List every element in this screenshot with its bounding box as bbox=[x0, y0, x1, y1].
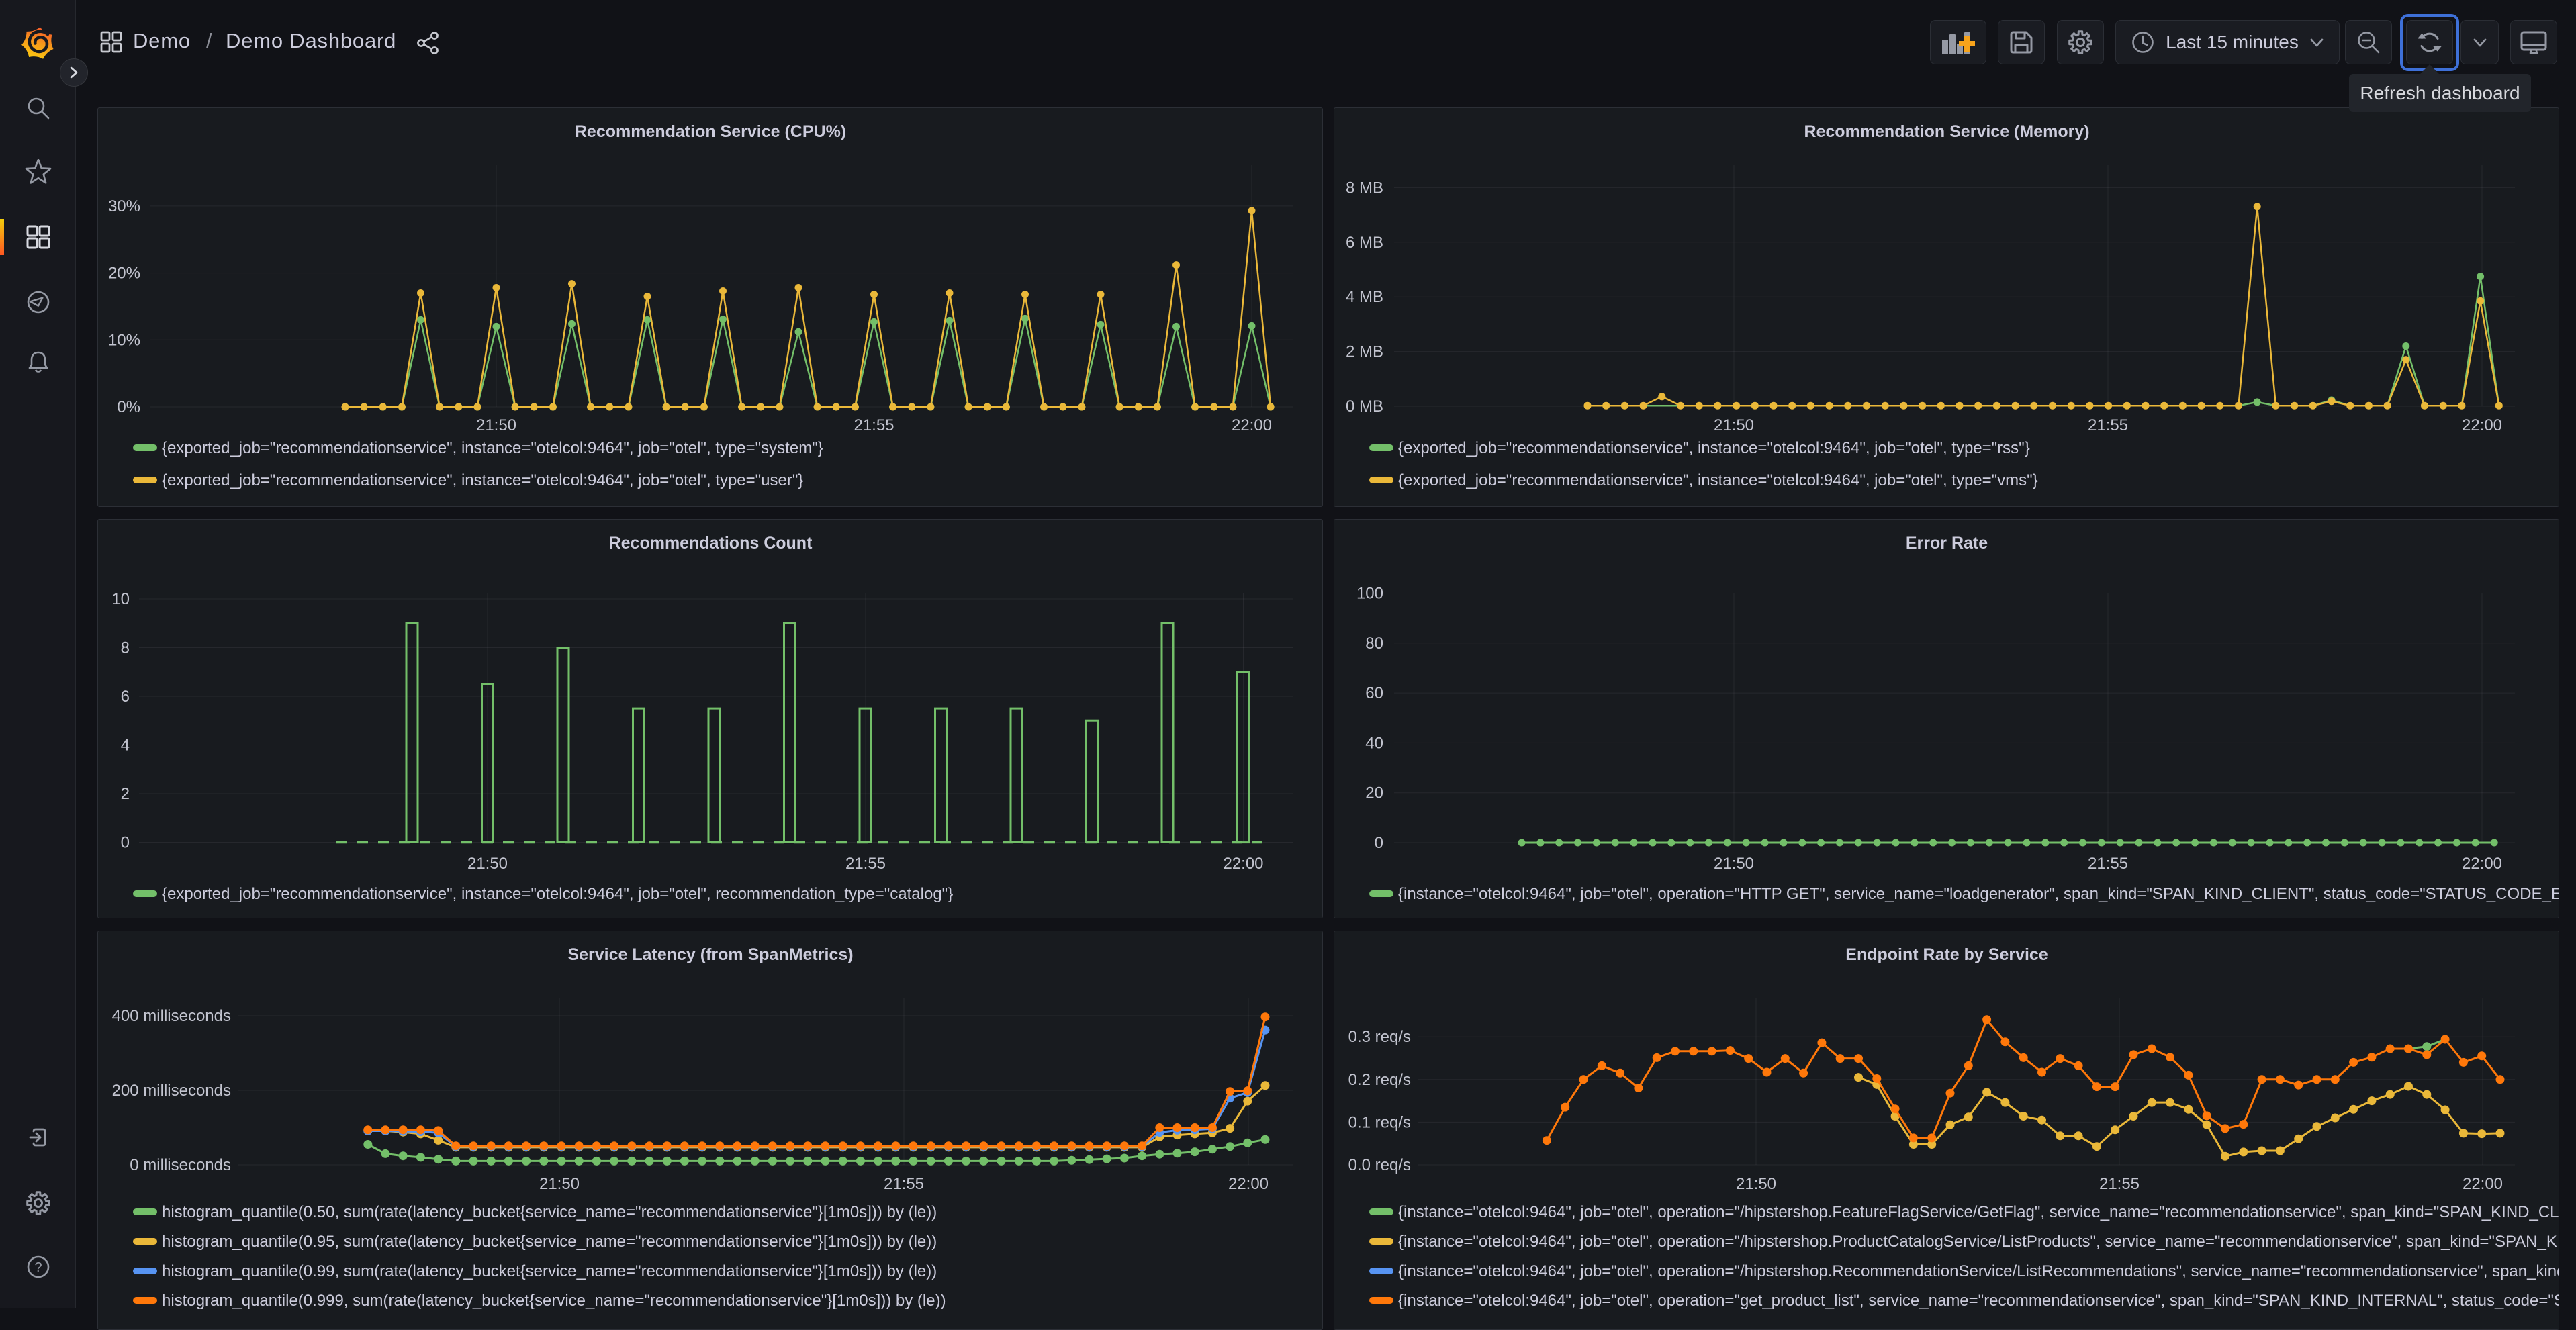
svg-text:histogram_quantile(0.95, sum(r: histogram_quantile(0.95, sum(rate(latenc… bbox=[162, 1233, 937, 1251]
svg-text:histogram_quantile(0.999, sum(: histogram_quantile(0.999, sum(rate(laten… bbox=[162, 1292, 946, 1310]
svg-text:22:00: 22:00 bbox=[1232, 416, 1272, 434]
svg-text:Error Rate: Error Rate bbox=[1906, 534, 1988, 553]
svg-text:21:50: 21:50 bbox=[476, 416, 516, 434]
svg-text:21:55: 21:55 bbox=[884, 1175, 924, 1193]
svg-text:{instance="otelcol:9464", job=: {instance="otelcol:9464", job="otel", op… bbox=[1398, 1292, 2559, 1310]
svg-text:21:55: 21:55 bbox=[2088, 416, 2128, 434]
svg-text:10%: 10% bbox=[108, 331, 140, 349]
svg-text:0.2 req/s: 0.2 req/s bbox=[1348, 1071, 1411, 1089]
svg-text:?: ? bbox=[34, 1260, 42, 1275]
svg-text:21:55: 21:55 bbox=[2099, 1175, 2140, 1193]
svg-text:4: 4 bbox=[121, 737, 130, 755]
svg-text:21:55: 21:55 bbox=[845, 855, 886, 873]
svg-text:Recommendations Count: Recommendations Count bbox=[609, 534, 813, 553]
svg-text:{exported_job="recommendations: {exported_job="recommendationservice", i… bbox=[162, 439, 823, 457]
svg-text:60: 60 bbox=[1365, 684, 1383, 702]
svg-text:0.3 req/s: 0.3 req/s bbox=[1348, 1028, 1411, 1046]
svg-text:{instance="otelcol:9464", job=: {instance="otelcol:9464", job="otel", op… bbox=[1398, 1203, 2559, 1221]
svg-text:2 MB: 2 MB bbox=[1346, 343, 1383, 361]
svg-text:0: 0 bbox=[121, 834, 130, 852]
svg-text:8 MB: 8 MB bbox=[1346, 179, 1383, 197]
svg-text:{instance="otelcol:9464", job=: {instance="otelcol:9464", job="otel", op… bbox=[1398, 1262, 2559, 1280]
svg-text:21:50: 21:50 bbox=[1714, 416, 1754, 434]
svg-text:{exported_job="recommendations: {exported_job="recommendationservice", i… bbox=[1398, 439, 2030, 457]
svg-text:22:00: 22:00 bbox=[2463, 1175, 2503, 1193]
svg-text:4 MB: 4 MB bbox=[1346, 288, 1383, 306]
svg-text:200 milliseconds: 200 milliseconds bbox=[112, 1082, 231, 1100]
svg-text:0.1 req/s: 0.1 req/s bbox=[1348, 1113, 1411, 1131]
svg-text:21:55: 21:55 bbox=[2088, 855, 2128, 873]
svg-text:0 MB: 0 MB bbox=[1346, 397, 1383, 416]
svg-text:0 milliseconds: 0 milliseconds bbox=[130, 1156, 231, 1174]
svg-text:6 MB: 6 MB bbox=[1346, 234, 1383, 252]
svg-text:400 milliseconds: 400 milliseconds bbox=[112, 1007, 231, 1025]
svg-text:2: 2 bbox=[121, 785, 130, 803]
svg-text:100: 100 bbox=[1356, 585, 1383, 603]
svg-text:21:50: 21:50 bbox=[1714, 855, 1754, 873]
svg-text:22:00: 22:00 bbox=[1228, 1175, 1269, 1193]
svg-text:{exported_job="recommendations: {exported_job="recommendationservice", i… bbox=[1398, 471, 2038, 489]
svg-text:10: 10 bbox=[111, 590, 130, 608]
svg-text:22:00: 22:00 bbox=[2462, 416, 2502, 434]
svg-text:22:00: 22:00 bbox=[1223, 855, 1263, 873]
svg-text:6: 6 bbox=[121, 687, 130, 706]
svg-text:{exported_job="recommendations: {exported_job="recommendationservice", i… bbox=[162, 471, 803, 489]
svg-text:40: 40 bbox=[1365, 734, 1383, 752]
svg-text:21:50: 21:50 bbox=[539, 1175, 580, 1193]
svg-text:22:00: 22:00 bbox=[2462, 855, 2502, 873]
svg-text:{instance="otelcol:9464", job=: {instance="otelcol:9464", job="otel", op… bbox=[1398, 885, 2559, 903]
svg-text:Recommendation Service (Memory: Recommendation Service (Memory) bbox=[1804, 122, 2089, 141]
svg-text:0.0 req/s: 0.0 req/s bbox=[1348, 1156, 1411, 1174]
svg-text:histogram_quantile(0.50, sum(r: histogram_quantile(0.50, sum(rate(latenc… bbox=[162, 1203, 937, 1221]
svg-text:21:55: 21:55 bbox=[854, 416, 894, 434]
svg-text:{exported_job="recommendations: {exported_job="recommendationservice", i… bbox=[162, 885, 953, 903]
svg-text:histogram_quantile(0.99, sum(r: histogram_quantile(0.99, sum(rate(latenc… bbox=[162, 1262, 937, 1280]
svg-text:21:50: 21:50 bbox=[467, 855, 508, 873]
svg-text:20%: 20% bbox=[108, 265, 140, 283]
svg-text:0%: 0% bbox=[117, 398, 140, 416]
svg-text:Endpoint Rate by Service: Endpoint Rate by Service bbox=[1845, 945, 2048, 964]
svg-text:{instance="otelcol:9464", job=: {instance="otelcol:9464", job="otel", op… bbox=[1398, 1233, 2559, 1251]
svg-text:Service Latency (from SpanMetr: Service Latency (from SpanMetrics) bbox=[567, 945, 853, 964]
svg-text:80: 80 bbox=[1365, 634, 1383, 653]
svg-text:21:50: 21:50 bbox=[1736, 1175, 1776, 1193]
svg-text:20: 20 bbox=[1365, 784, 1383, 802]
svg-text:Recommendation Service (CPU%): Recommendation Service (CPU%) bbox=[575, 122, 846, 141]
svg-text:0: 0 bbox=[1375, 834, 1383, 852]
svg-text:8: 8 bbox=[121, 639, 130, 657]
svg-text:30%: 30% bbox=[108, 197, 140, 216]
